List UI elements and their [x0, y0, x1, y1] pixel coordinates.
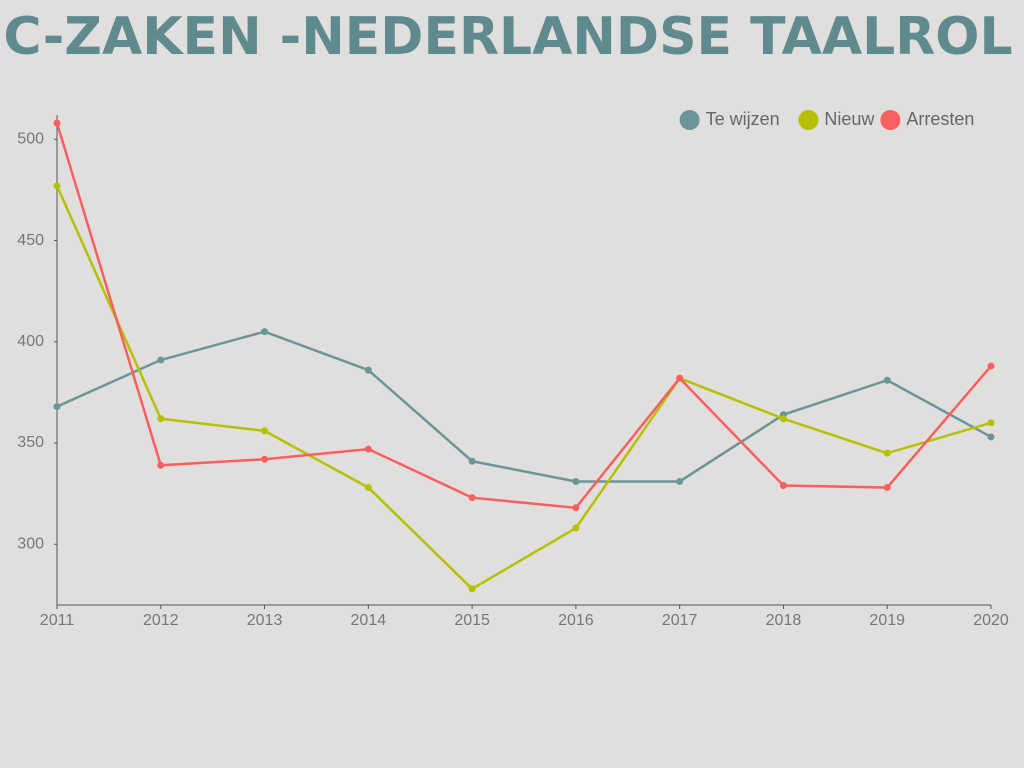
legend-marker [880, 110, 901, 130]
x-tick-label: 2014 [351, 612, 387, 629]
data-point [987, 433, 995, 441]
data-point [157, 356, 165, 364]
data-point [261, 328, 269, 336]
y-tick-label: 500 [17, 131, 44, 148]
series-line [55, 122, 992, 510]
data-point [468, 457, 476, 465]
data-point [364, 484, 372, 492]
x-tick-label: 2016 [558, 612, 594, 629]
x-tick-label: 2020 [973, 612, 1009, 629]
data-point [572, 524, 580, 532]
data-point [261, 427, 269, 435]
x-tick-label: 2019 [869, 612, 905, 629]
legend-label: Arresten [906, 109, 974, 129]
data-point [883, 376, 891, 384]
data-point [53, 119, 61, 127]
y-tick-label: 400 [17, 333, 44, 350]
data-point [572, 504, 580, 512]
x-tick-label: 2017 [662, 612, 698, 629]
data-point [779, 415, 787, 423]
data-point [572, 477, 580, 485]
data-point [468, 494, 476, 502]
chart-title: C-ZAKEN -NEDERLANDSE TAALROL [3, 7, 1012, 67]
data-point [157, 461, 165, 469]
data-point [676, 374, 684, 382]
x-tick-label: 2012 [143, 612, 179, 629]
data-point [53, 403, 61, 411]
x-tick-label: 2011 [40, 612, 75, 629]
y-tick-label: 300 [17, 535, 44, 552]
data-point [364, 445, 372, 453]
y-tick-label: 350 [17, 434, 44, 451]
data-point [779, 482, 787, 490]
series-line [56, 330, 992, 483]
x-tick-label: 2018 [766, 612, 802, 629]
data-point [157, 415, 165, 423]
data-point [883, 449, 891, 457]
legend-marker [798, 110, 819, 130]
data-point [987, 362, 995, 370]
x-tick-label: 2015 [454, 612, 490, 629]
data-point [261, 455, 269, 463]
data-point [53, 182, 61, 190]
y-tick-label: 450 [17, 232, 44, 249]
data-point [676, 477, 684, 485]
legend-marker [679, 110, 700, 130]
x-tick-label: 2013 [247, 612, 283, 629]
data-point [364, 366, 372, 374]
data-point [987, 419, 995, 427]
data-point [468, 585, 476, 593]
series-line [55, 185, 992, 591]
data-point [883, 484, 891, 492]
legend-label: Nieuw [824, 109, 875, 129]
legend-label: Te wijzen [706, 109, 780, 129]
